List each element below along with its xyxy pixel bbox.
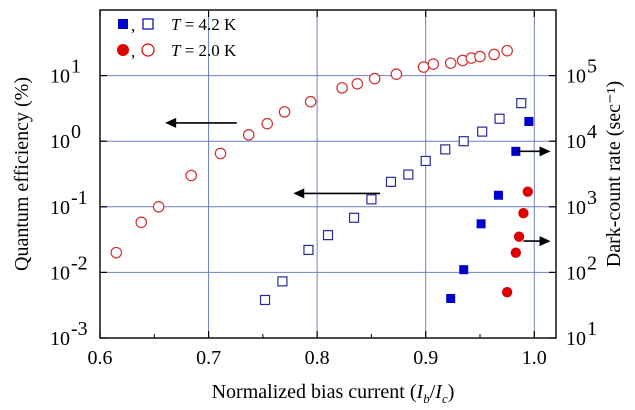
data-point xyxy=(501,286,513,298)
legend-separator: , xyxy=(131,16,135,35)
data-point xyxy=(446,294,456,304)
plot-frame xyxy=(99,9,557,339)
legend-label: T = 4.2 K xyxy=(171,15,237,34)
data-point xyxy=(351,77,364,90)
data-point xyxy=(304,95,317,108)
data-point xyxy=(135,216,148,229)
data-point xyxy=(420,155,431,167)
grid xyxy=(100,10,556,338)
data-point xyxy=(303,244,314,256)
data-point xyxy=(390,68,403,81)
y-right-tick-exponent: 4 xyxy=(587,121,597,143)
data-point xyxy=(511,146,521,156)
arrows xyxy=(165,117,551,247)
y-right-tick-exponent: 3 xyxy=(587,187,597,209)
y-left-tick-exponent: -1 xyxy=(71,187,88,209)
legend-marker-open xyxy=(141,43,155,57)
arrow-left xyxy=(165,117,237,128)
y-axis-left-title: Quantum efficiency (%) xyxy=(11,77,33,271)
y-axis-right-title: Dark-count rate (sec⁻¹) xyxy=(603,81,625,267)
data-point xyxy=(368,72,381,85)
y-left-tick-label: 10 xyxy=(50,328,70,350)
data-point xyxy=(348,212,360,223)
data-points xyxy=(110,44,534,306)
data-point xyxy=(459,265,469,275)
data-point xyxy=(322,230,334,241)
data-point xyxy=(277,276,288,287)
data-point xyxy=(336,82,348,94)
data-point xyxy=(110,246,123,259)
x-tick-label: 0.7 xyxy=(196,347,221,369)
data-point xyxy=(477,126,488,137)
data-point xyxy=(259,294,271,306)
data-point xyxy=(458,136,469,147)
data-point xyxy=(518,207,529,219)
y-left-tick-exponent: -2 xyxy=(71,252,88,274)
data-point xyxy=(516,98,527,109)
y-right-tick-exponent: 2 xyxy=(587,252,597,274)
y-right-tick-label: 10 xyxy=(566,66,586,88)
y-right-tick-label: 10 xyxy=(566,328,586,350)
data-point xyxy=(366,194,377,205)
y-right-tick-label: 10 xyxy=(566,197,586,219)
data-point xyxy=(261,117,273,130)
legend: , T = 4.2 K, T = 2.0 K xyxy=(117,15,237,61)
legend-marker-open xyxy=(142,18,154,30)
y-left-tick-exponent: 1 xyxy=(71,56,81,78)
data-point xyxy=(494,113,505,124)
data-point xyxy=(501,44,513,57)
y-right-tick-label: 10 xyxy=(566,262,586,284)
data-point xyxy=(417,61,430,73)
data-point xyxy=(152,201,165,213)
arrow-head xyxy=(165,117,177,128)
data-point xyxy=(403,169,414,180)
data-point xyxy=(510,247,522,258)
legend-label: T = 2.0 K xyxy=(171,41,237,60)
arrow-right xyxy=(523,236,551,247)
x-tick-label: 1.0 xyxy=(522,347,547,369)
arrow-head xyxy=(293,188,305,199)
y-right-tick-exponent: 1 xyxy=(587,318,597,340)
arrow-left xyxy=(293,188,381,199)
data-point xyxy=(524,116,534,126)
data-point xyxy=(522,186,533,197)
arrow-right xyxy=(518,146,551,157)
legend-marker-filled xyxy=(118,19,128,29)
data-point xyxy=(242,129,255,141)
data-point xyxy=(488,48,500,61)
data-point xyxy=(214,147,227,160)
data-point xyxy=(385,176,397,187)
y-left-tick-label: 10 xyxy=(50,66,70,88)
ticks: 0.6 0.7 0.8 0.9 1.010 -310 -210 -110 010 110 110 21… xyxy=(50,10,597,369)
data-point xyxy=(476,219,486,229)
data-point xyxy=(474,50,486,63)
x-tick-label: 0.9 xyxy=(413,347,438,369)
arrow-head xyxy=(539,146,551,157)
y-left-tick-exponent: -3 xyxy=(71,318,88,340)
data-point xyxy=(493,190,503,200)
y-right-tick-label: 10 xyxy=(566,131,586,153)
data-point xyxy=(440,144,451,155)
data-point xyxy=(427,58,440,70)
data-point xyxy=(444,57,457,69)
y-left-tick-label: 10 xyxy=(50,262,70,284)
y-left-tick-label: 10 xyxy=(50,131,70,153)
y-left-tick-label: 10 xyxy=(50,197,70,219)
data-point xyxy=(185,169,197,182)
legend-separator: , xyxy=(131,42,135,61)
data-point xyxy=(513,231,525,242)
y-left-tick-exponent: 0 xyxy=(71,121,81,143)
x-tick-label: 0.6 xyxy=(88,347,113,369)
legend-marker-filled xyxy=(117,44,129,56)
y-right-tick-exponent: 5 xyxy=(587,56,597,78)
arrow-head xyxy=(539,236,551,247)
x-tick-label: 0.8 xyxy=(305,347,330,369)
x-axis-title: Normalized bias current (Ib/Ic) xyxy=(212,381,455,406)
data-point xyxy=(278,106,291,118)
